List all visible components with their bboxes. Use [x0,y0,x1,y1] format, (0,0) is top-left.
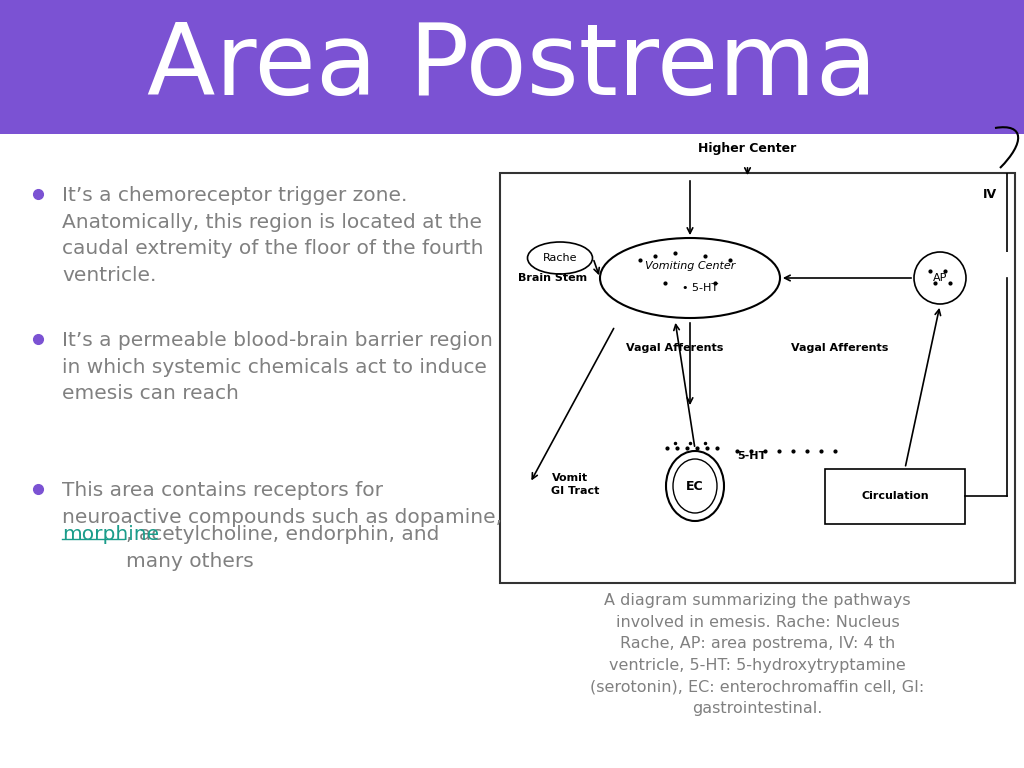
Text: It’s a permeable blood-brain barrier region
in which systemic chemicals act to i: It’s a permeable blood-brain barrier reg… [62,332,493,403]
Text: Circulation: Circulation [861,491,929,501]
Text: 5-HT: 5-HT [737,451,766,461]
Ellipse shape [666,451,724,521]
Bar [825,468,965,524]
Text: IV: IV [983,188,997,201]
Ellipse shape [600,238,780,318]
Ellipse shape [527,242,593,274]
Bar [500,173,1015,583]
Text: A diagram summarizing the pathways
involved in emesis. Rache: Nucleus
Rache, AP:: A diagram summarizing the pathways invol… [591,593,925,716]
Text: GI Tract: GI Tract [551,486,599,496]
Text: • 5-HT: • 5-HT [682,283,718,293]
Text: Vomit: Vomit [552,473,588,483]
Text: Area Postrema: Area Postrema [146,18,878,116]
Ellipse shape [914,252,966,304]
Ellipse shape [673,459,717,513]
Text: Vagal Afferents: Vagal Afferents [627,343,724,353]
Text: Vagal Afferents: Vagal Afferents [792,343,889,353]
Text: This area contains receptors for
neuroactive compounds such as dopamine,: This area contains receptors for neuroac… [62,482,502,554]
Text: It’s a chemoreceptor trigger zone.
Anatomically, this region is located at the
c: It’s a chemoreceptor trigger zone. Anato… [62,187,483,285]
Text: Vomiting Center: Vomiting Center [645,261,735,271]
Text: , acetylcholine, endorphin, and
many others: , acetylcholine, endorphin, and many oth… [126,525,439,571]
Text: EC: EC [686,479,703,492]
Text: Rache: Rache [543,253,578,263]
Text: morphine: morphine [62,525,159,545]
Text: Brain Stem: Brain Stem [518,273,587,283]
Text: Higher Center: Higher Center [698,142,797,155]
Text: AP: AP [933,273,947,283]
Bar [0,0,1024,134]
